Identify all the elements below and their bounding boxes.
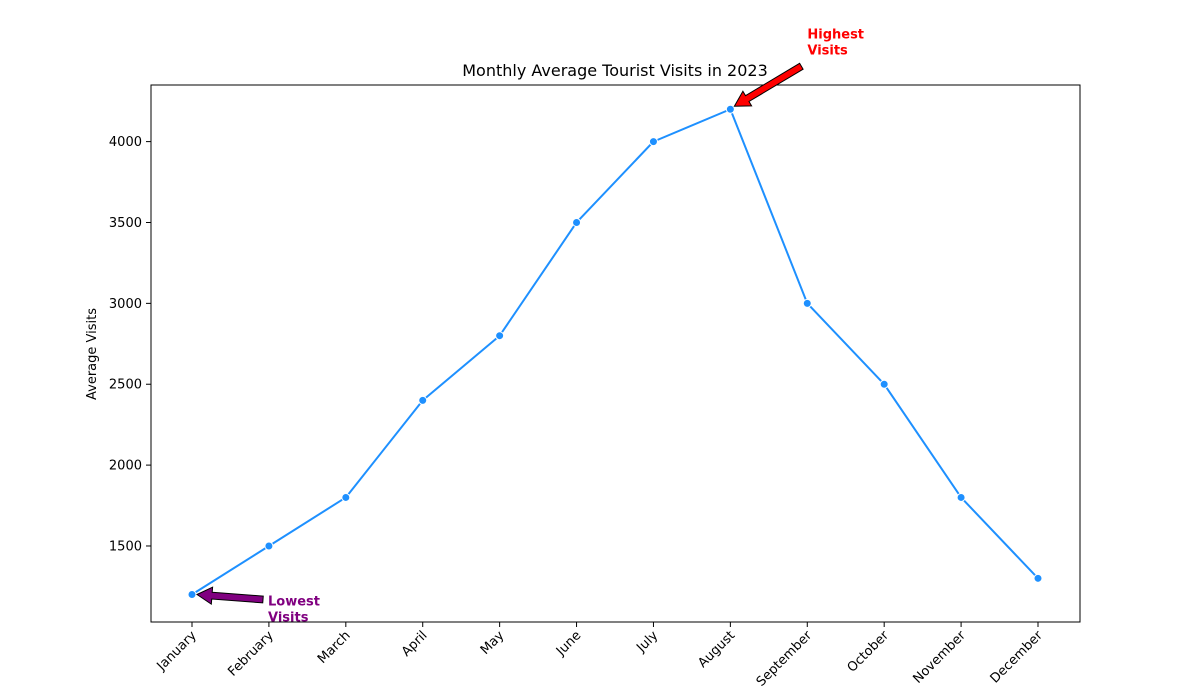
x-tick-label: June <box>553 628 584 659</box>
data-point <box>264 541 274 551</box>
data-point <box>879 379 889 389</box>
x-tick-label: April <box>399 628 431 660</box>
y-tick-label: 4000 <box>109 135 142 150</box>
y-tick-label: 3000 <box>109 297 142 312</box>
x-tick-label: February <box>225 628 277 680</box>
x-tick-label: May <box>478 628 508 658</box>
x-tick-label: December <box>988 628 1047 687</box>
plot-frame <box>150 84 1081 623</box>
data-point <box>725 104 735 114</box>
data-point <box>1033 573 1043 583</box>
data-point <box>418 395 428 405</box>
highest-visits-arrow <box>733 62 804 107</box>
x-tick-label: November <box>910 628 969 687</box>
data-point <box>572 217 582 227</box>
series-line <box>191 108 1039 596</box>
chart-title: Monthly Average Tourist Visits in 2023 <box>462 61 768 80</box>
y-axis: 1500 2000 2500 3000 3500 4000 <box>109 135 151 554</box>
plot-area-border <box>150 84 1081 623</box>
highest-visits-label: Highest <box>807 27 864 42</box>
lowest-visits-arrow <box>195 586 264 606</box>
y-tick-label: 1500 <box>109 539 142 554</box>
lowest-visits-label: Lowest <box>268 595 320 610</box>
data-point <box>187 590 197 600</box>
y-tick-label: 2000 <box>109 459 142 474</box>
lowest-visits-label: Visits <box>268 611 309 626</box>
series-layer <box>187 104 1043 600</box>
y-axis-label: Average Visits <box>85 308 100 400</box>
highest-visits-label: Visits <box>807 43 848 58</box>
data-point <box>341 492 351 502</box>
x-tick-label: August <box>695 628 738 671</box>
x-tick-label: January <box>154 628 200 674</box>
data-point <box>956 492 966 502</box>
data-point <box>495 331 505 341</box>
y-tick-label: 3500 <box>109 216 142 231</box>
x-axis: January February March April May June July Augu… <box>154 622 1047 690</box>
x-tick-label: September <box>754 628 816 690</box>
x-tick-label: July <box>633 628 661 656</box>
data-point <box>648 137 658 147</box>
x-tick-label: October <box>845 628 893 676</box>
data-point <box>802 298 812 308</box>
x-tick-label: March <box>315 628 354 667</box>
y-tick-label: 2500 <box>109 378 142 393</box>
